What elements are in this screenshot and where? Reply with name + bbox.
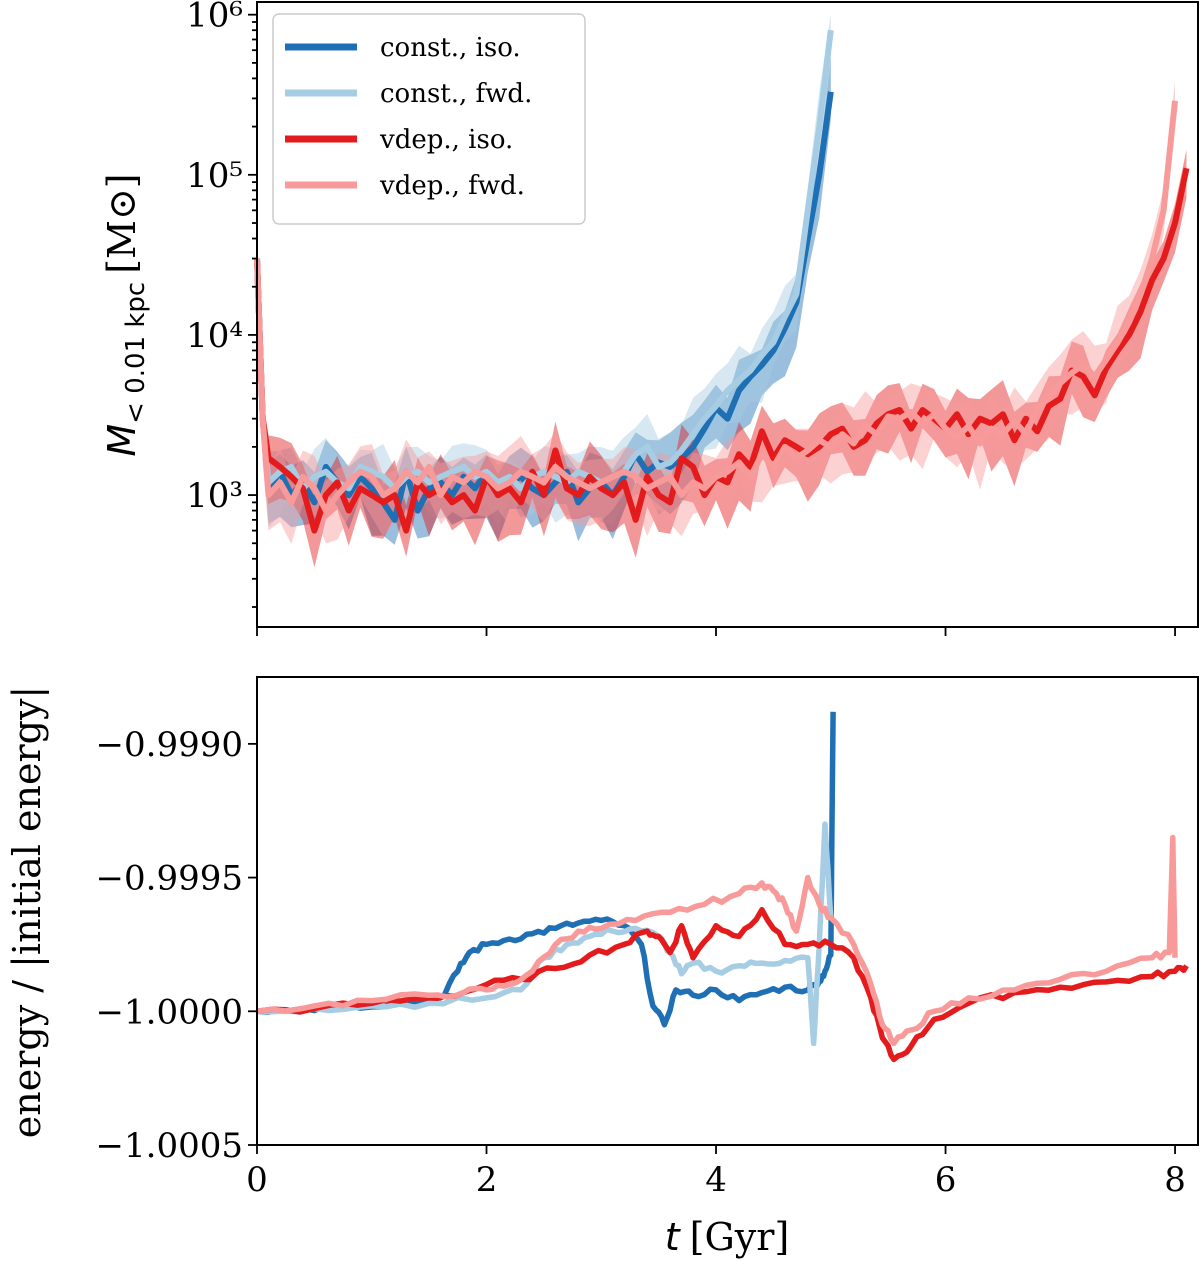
legend-item: const., iso. (285, 33, 521, 63)
bottom-y-tick-label: −0.9990 (96, 725, 243, 765)
bottom-x-tick-label: 2 (476, 1160, 498, 1200)
bottom-y-ticks: −0.9990 −0.9995 −1.0000 −1.0005 (96, 725, 257, 1166)
x-label-symbol: t (665, 1215, 682, 1259)
band-vdep-iso (257, 149, 1187, 568)
bottom-x-tick-label: 6 (935, 1160, 957, 1200)
legend-label: const., iso. (380, 33, 521, 63)
top-x-ticks (256, 627, 1176, 636)
bottom-x-axis-label: t [Gyr] (665, 1215, 790, 1259)
top-y-tick-label: 10⁵ (186, 156, 243, 196)
bottom-y-tick-label: −1.0005 (96, 1126, 243, 1166)
bottom-x-ticks: 0 2 4 6 8 (246, 1145, 1186, 1200)
legend-item: const., fwd. (285, 79, 532, 109)
legend-label: const., fwd. (380, 79, 532, 109)
top-series-lines (254, 29, 1190, 534)
band-const-iso (257, 56, 831, 545)
legend-box (272, 13, 586, 225)
bottom-x-tick-label: 0 (246, 1160, 268, 1200)
top-y-tick-label: 10⁶ (186, 0, 243, 36)
bottom-line-const-iso (256, 711, 836, 1028)
bottom-y-tick-label: −0.9995 (96, 859, 243, 899)
top-y-label-subscript: < 0.01 kpc (121, 282, 151, 424)
bottom-y-axis-label: energy / |initial energy| (5, 686, 49, 1138)
bottom-panel: −0.9990 −0.9995 −1.0000 −1.0005 0 2 4 6 8 energ… (5, 676, 1199, 1259)
top-y-label-unit: [M⊙] (100, 173, 144, 273)
top-y-tick-label: 10³ (186, 476, 243, 516)
legend-label: vdep., fwd. (379, 171, 525, 201)
legend-label: vdep., iso. (379, 125, 513, 155)
top-line-vdep-fwd (254, 100, 1178, 514)
bottom-line-vdep-fwd (256, 834, 1178, 1047)
legend-item: vdep., iso. (285, 125, 513, 155)
top-plot-frame (256, 1, 1199, 628)
bottom-x-tick-label: 4 (705, 1160, 727, 1200)
bottom-y-tick-label: −1.0000 (96, 992, 243, 1032)
top-y-axis-label: M< 0.01 kpc [M⊙] (100, 173, 151, 456)
legend: const., iso. const., fwd. vdep., iso. vdep.… (272, 13, 586, 225)
top-panel: 10⁶ 10⁵ 10⁴ 10³ const., iso. const., fwd. vde… (100, 0, 1199, 636)
x-label-unit: [Gyr] (690, 1215, 790, 1259)
bottom-x-tick-label: 8 (1164, 1160, 1186, 1200)
top-y-label-symbol: M (100, 424, 144, 457)
top-y-tick-label: 10⁴ (186, 316, 243, 356)
bottom-series-lines (256, 711, 1189, 1063)
legend-item: vdep., fwd. (285, 171, 525, 201)
bottom-plot-frame (256, 676, 1199, 1146)
top-y-ticks: 10⁶ 10⁵ 10⁴ 10³ (186, 0, 257, 608)
